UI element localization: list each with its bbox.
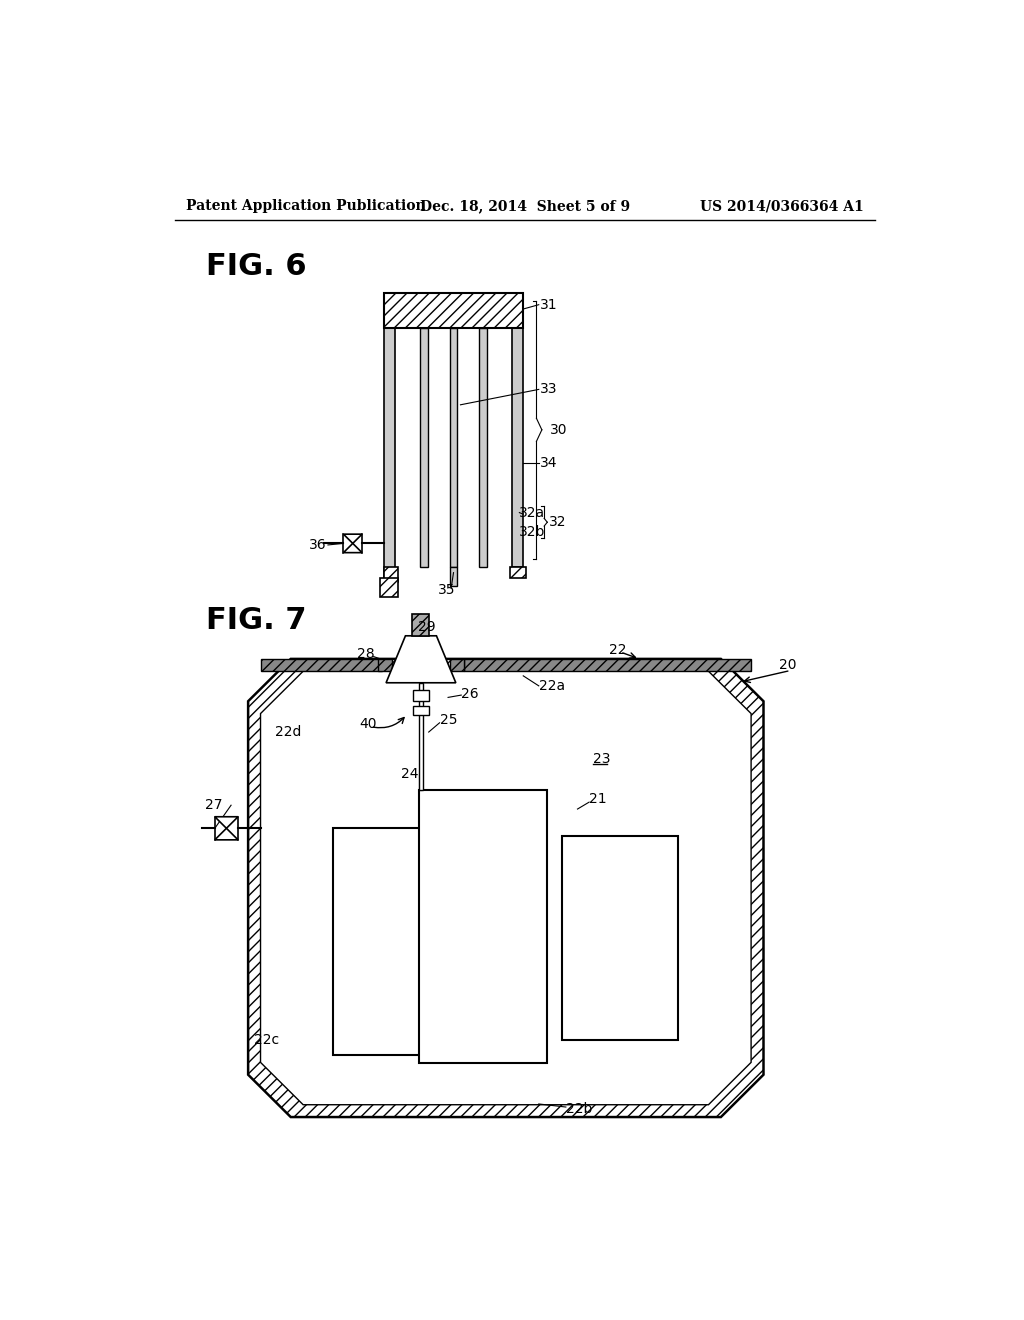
Bar (334, 829, 454, 1056)
Text: FIG. 6: FIG. 6 (206, 252, 306, 281)
Bar (419, 789, 547, 1063)
Polygon shape (215, 817, 238, 829)
Text: 22c: 22c (254, 1034, 280, 1047)
Polygon shape (386, 636, 456, 682)
Bar (384, 566, 398, 582)
Text: 20: 20 (779, 659, 797, 672)
Bar (414, 690, 429, 701)
Polygon shape (343, 544, 362, 553)
Bar (450, 566, 458, 586)
Bar (479, 327, 486, 566)
Text: 34: 34 (541, 455, 558, 470)
Bar (450, 659, 464, 672)
Bar (419, 682, 423, 789)
Bar (414, 706, 429, 715)
Text: 26: 26 (461, 686, 479, 701)
Text: 25: 25 (439, 714, 457, 727)
Text: 40: 40 (359, 717, 377, 731)
Text: 31: 31 (541, 298, 558, 312)
Text: Patent Application Publication: Patent Application Publication (186, 199, 426, 213)
Text: Dec. 18, 2014  Sheet 5 of 9: Dec. 18, 2014 Sheet 5 of 9 (420, 199, 630, 213)
Text: 24: 24 (400, 767, 418, 781)
Text: FIG. 7: FIG. 7 (206, 606, 306, 635)
Text: 32: 32 (549, 515, 566, 529)
Bar (384, 293, 523, 327)
Text: 30: 30 (550, 422, 568, 437)
Text: 22d: 22d (275, 725, 302, 739)
Bar (413, 614, 429, 636)
Text: 21: 21 (589, 792, 607, 807)
Bar (260, 659, 382, 672)
Polygon shape (260, 671, 751, 1105)
Bar (378, 659, 392, 672)
Text: 27: 27 (206, 799, 223, 812)
Polygon shape (248, 659, 764, 1117)
Text: 23: 23 (593, 752, 610, 766)
Bar (380, 578, 398, 597)
Bar (384, 327, 394, 582)
Bar (420, 327, 428, 566)
Polygon shape (343, 535, 362, 544)
Text: US 2014/0366364 A1: US 2014/0366364 A1 (700, 199, 864, 213)
Text: 36: 36 (308, 539, 327, 552)
Bar (512, 327, 523, 566)
Text: 22a: 22a (539, 678, 565, 693)
Text: 32a: 32a (519, 506, 546, 520)
Text: 22: 22 (608, 643, 626, 656)
Text: 22b: 22b (566, 1102, 592, 1117)
Bar (450, 327, 458, 566)
Text: 28: 28 (357, 647, 375, 661)
Polygon shape (215, 829, 238, 840)
Bar (510, 566, 525, 578)
Bar (464, 659, 751, 672)
Text: 35: 35 (438, 582, 456, 597)
Text: 32b: 32b (519, 525, 546, 539)
Bar (562, 836, 678, 1040)
Text: 29: 29 (418, 619, 435, 634)
Text: 33: 33 (541, 383, 558, 396)
